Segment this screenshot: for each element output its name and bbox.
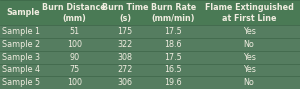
Bar <box>0 38 300 51</box>
Text: 16.5: 16.5 <box>164 65 182 74</box>
Text: Burn Distance
(mm): Burn Distance (mm) <box>42 3 106 23</box>
Text: 51: 51 <box>69 27 79 36</box>
Text: No: No <box>244 78 254 87</box>
Text: 306: 306 <box>118 78 133 87</box>
Text: Yes: Yes <box>243 53 255 62</box>
Text: 308: 308 <box>118 53 133 62</box>
Text: 322: 322 <box>118 40 133 49</box>
Text: Burn Time
(s): Burn Time (s) <box>102 3 148 23</box>
Text: Yes: Yes <box>243 65 255 74</box>
Text: 17.5: 17.5 <box>164 53 182 62</box>
Text: 100: 100 <box>67 40 82 49</box>
Text: Yes: Yes <box>243 27 255 36</box>
Text: 100: 100 <box>67 78 82 87</box>
Text: Sample 5: Sample 5 <box>2 78 40 87</box>
Text: Sample: Sample <box>6 8 40 17</box>
Text: Flame Extinguished
at First Line: Flame Extinguished at First Line <box>205 3 293 23</box>
Text: 75: 75 <box>69 65 80 74</box>
Text: 17.5: 17.5 <box>164 27 182 36</box>
Text: No: No <box>244 40 254 49</box>
Bar <box>0 76 300 89</box>
Bar <box>0 0 300 25</box>
Text: 19.6: 19.6 <box>164 78 182 87</box>
Text: Sample 1: Sample 1 <box>2 27 40 36</box>
Text: Burn Rate
(mm/min): Burn Rate (mm/min) <box>151 3 196 23</box>
Text: Sample 2: Sample 2 <box>2 40 40 49</box>
Text: 90: 90 <box>69 53 79 62</box>
Text: 18.6: 18.6 <box>164 40 182 49</box>
Text: 175: 175 <box>118 27 133 36</box>
Text: 272: 272 <box>118 65 133 74</box>
Text: Sample 3: Sample 3 <box>2 53 40 62</box>
Bar <box>0 25 300 38</box>
Bar <box>0 51 300 64</box>
Bar <box>0 64 300 76</box>
Text: Sample 4: Sample 4 <box>2 65 40 74</box>
